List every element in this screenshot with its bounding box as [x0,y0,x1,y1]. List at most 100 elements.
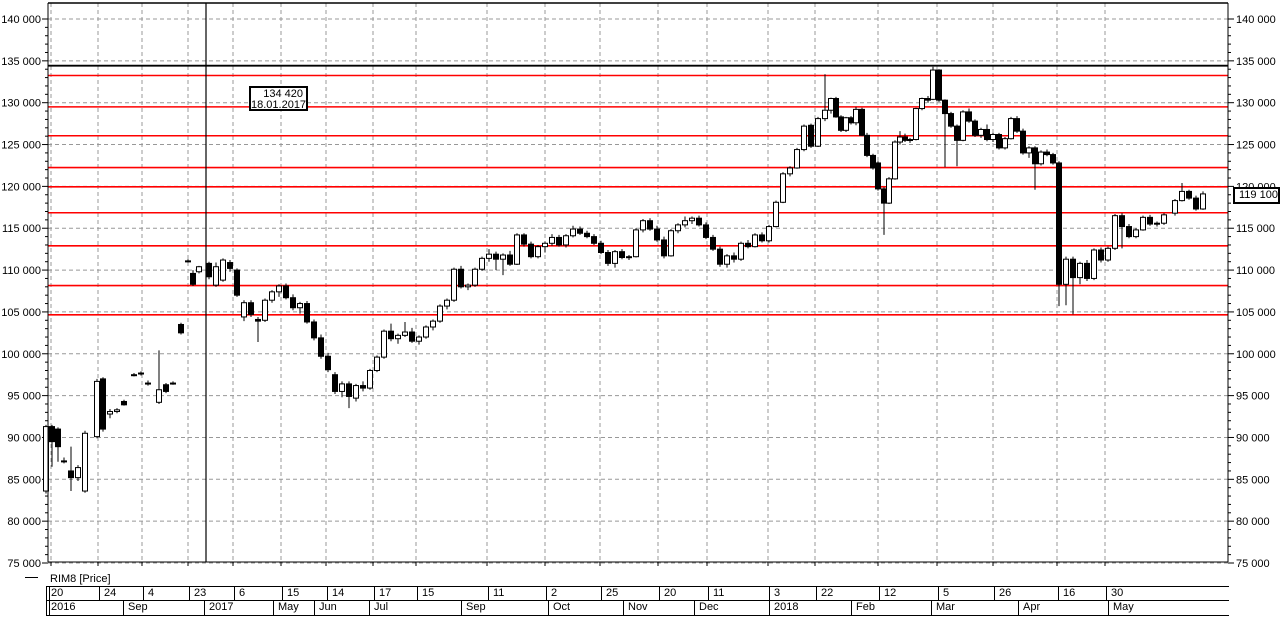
y-axis-label-left: 105 000 [1,307,41,319]
candle-bearish [954,125,960,141]
x-axis-week-label: 25 [601,587,659,600]
y-axis-label-right: 135 000 [1236,56,1276,68]
candle-bullish [465,284,471,288]
candle-bearish [881,188,887,204]
candle-bearish [731,255,737,260]
candle-bullish [94,380,100,438]
candle-bullish [724,255,730,265]
candle-bullish [82,432,88,492]
candle-bearish [948,113,954,127]
candle-bearish [283,285,289,299]
candle-bearish [311,321,317,339]
candle-bearish [493,253,499,260]
candle-bullish [220,259,226,281]
candle-bullish [297,303,303,309]
candle-bullish [423,326,429,338]
annotation-date: 18.01.2017 [251,99,307,111]
x-axis-week-label: 14 [327,587,374,600]
candle-bullish [794,149,800,169]
candle-bullish [668,230,674,257]
candle-bullish [241,302,247,318]
y-axis-label-right: 75 000 [1236,558,1270,570]
candle-bullish [1008,118,1014,140]
candle-bearish [605,252,611,264]
candle-bullish [156,389,162,403]
candle-bullish [960,111,966,141]
candle-bullish [444,299,450,307]
candle-bullish [1063,258,1069,285]
candle-bullish [773,201,779,228]
candle-bearish [521,234,527,245]
candle-bearish [972,120,978,136]
candle-bearish [507,254,513,265]
candle-bearish [49,426,55,443]
candle-bearish [1050,154,1056,164]
candle-bullish [114,409,120,413]
candle-bullish [675,224,681,232]
candle-bearish [833,98,839,118]
x-axis-month-label: 2018 [769,601,851,615]
candle-bullish [1077,262,1083,279]
x-axis-week-label: 4 [143,587,189,600]
candle-bullish [752,234,758,248]
candle-bullish [612,251,618,264]
candle-bullish [689,217,695,222]
candle-bearish [647,220,653,230]
y-axis-label-right: 100 000 [1236,349,1276,361]
candle-bullish [542,242,548,248]
y-axis-label-right: 80 000 [1236,516,1270,528]
candle-bearish [710,236,716,250]
candle-bearish [808,124,814,147]
candle-bearish [654,228,660,241]
y-axis-label-left: 110 000 [2,265,41,277]
candle-bearish [388,330,394,340]
candle-bearish [902,136,908,141]
candle-bearish [1070,258,1076,279]
axis-row-start-mark [49,601,50,615]
candle-bullish [990,133,996,141]
candle-bearish [759,234,765,242]
x-axis-week-label: 22 [816,587,879,600]
x-axis-week-label: 11 [488,587,546,600]
x-axis-week-label: 16 [1058,587,1106,600]
candle-bullish [1140,216,1146,231]
candle-bearish [696,217,702,226]
candle-bullish [75,467,81,479]
candle-bearish [248,302,254,315]
candle-bearish [591,236,597,244]
x-axis-week-label: 20 [51,587,64,599]
series-line-icon [25,577,38,579]
axis-row-start-mark [49,587,50,600]
y-axis-label-left: 90 000 [7,432,41,444]
candle-bearish [1147,216,1153,225]
x-axis-month-label: Oct [548,601,623,615]
candle-bearish [619,251,625,259]
candle-bullish [892,141,898,180]
candle-bullish [822,109,828,120]
candle-bullish [395,334,401,340]
candle-bullish [437,305,443,322]
candle-bullish [897,136,903,143]
candle-bearish [936,69,942,101]
candle-bullish [978,128,984,136]
candle-bullish [416,336,422,342]
candle-bearish [703,224,709,238]
candle-bullish [1026,147,1032,154]
candle-bullish [1038,151,1044,165]
candle-bearish [996,133,1002,149]
y-axis-label-right: 125 000 [1236,140,1276,152]
candle-bearish [717,248,723,265]
candle-bearish [745,242,751,248]
candle-bullish [640,220,646,231]
candle-bearish [859,108,865,136]
candle-bullish [815,118,821,147]
candle-bearish [145,382,151,385]
candle-bearish [304,303,310,323]
candle-bullish [1200,193,1206,210]
candle-bullish [828,98,834,111]
candle-bullish [213,266,219,286]
x-axis-month-label: May [273,601,314,615]
candle-bullish [514,234,520,265]
